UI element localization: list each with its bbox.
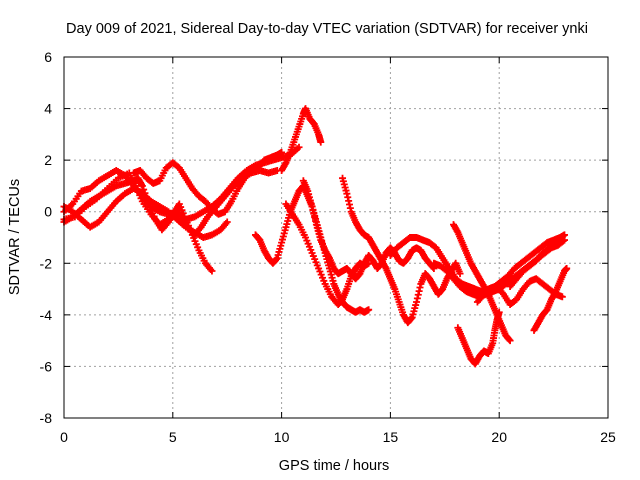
data-point-marker (223, 218, 231, 226)
series-track-14 (454, 308, 503, 368)
data-point-marker (563, 264, 571, 272)
y-tick-label: -2 (40, 255, 53, 271)
x-tick-label: 0 (60, 429, 68, 445)
data-point-marker (317, 138, 325, 146)
data-point-marker (140, 186, 148, 194)
data-point-marker (558, 293, 566, 301)
series-track-7 (278, 105, 325, 174)
data-point-marker (278, 148, 286, 156)
y-tick-label: 0 (44, 204, 52, 220)
x-axis-label: GPS time / hours (279, 458, 389, 474)
data-point-marker (138, 182, 146, 190)
y-tick-labels: -8 -6 -4 -2 0 2 4 6 (40, 49, 53, 426)
y-tick-label: -4 (40, 307, 53, 323)
y-tick-label: -6 (40, 358, 53, 374)
x-tick-label: 20 (491, 429, 507, 445)
data-point-marker (557, 235, 565, 243)
y-tick-label: 2 (44, 152, 52, 168)
y-tick-label: 4 (44, 101, 52, 117)
data-point-marker (295, 143, 303, 151)
x-tick-label: 10 (274, 429, 290, 445)
data-point-marker (506, 337, 514, 345)
data-point-marker (558, 234, 566, 241)
x-tick-label: 25 (600, 429, 616, 445)
y-tick-label: 6 (44, 49, 52, 65)
data-point-marker (144, 196, 152, 204)
data-series (60, 105, 571, 368)
series-track-17 (506, 234, 566, 290)
y-axis-label: SDTVAR / TECUs (7, 179, 23, 295)
data-point-marker (365, 306, 373, 314)
x-tick-label: 15 (383, 429, 399, 445)
data-point-marker (141, 189, 149, 197)
y-tick-label: -8 (40, 410, 53, 426)
x-tick-label: 5 (169, 429, 177, 445)
chart-title: Day 009 of 2021, Sidereal Day-to-day VTE… (66, 21, 588, 37)
data-point-marker (456, 270, 464, 278)
x-tick-labels: 0 5 10 15 20 25 (60, 429, 616, 445)
series-track-5 (130, 148, 286, 218)
series-track-4 (60, 174, 216, 275)
data-point-marker (208, 267, 216, 275)
series-track-16 (473, 275, 566, 309)
plot-frame (63, 56, 609, 419)
data-point-marker (142, 193, 150, 201)
data-point-marker (495, 308, 503, 316)
